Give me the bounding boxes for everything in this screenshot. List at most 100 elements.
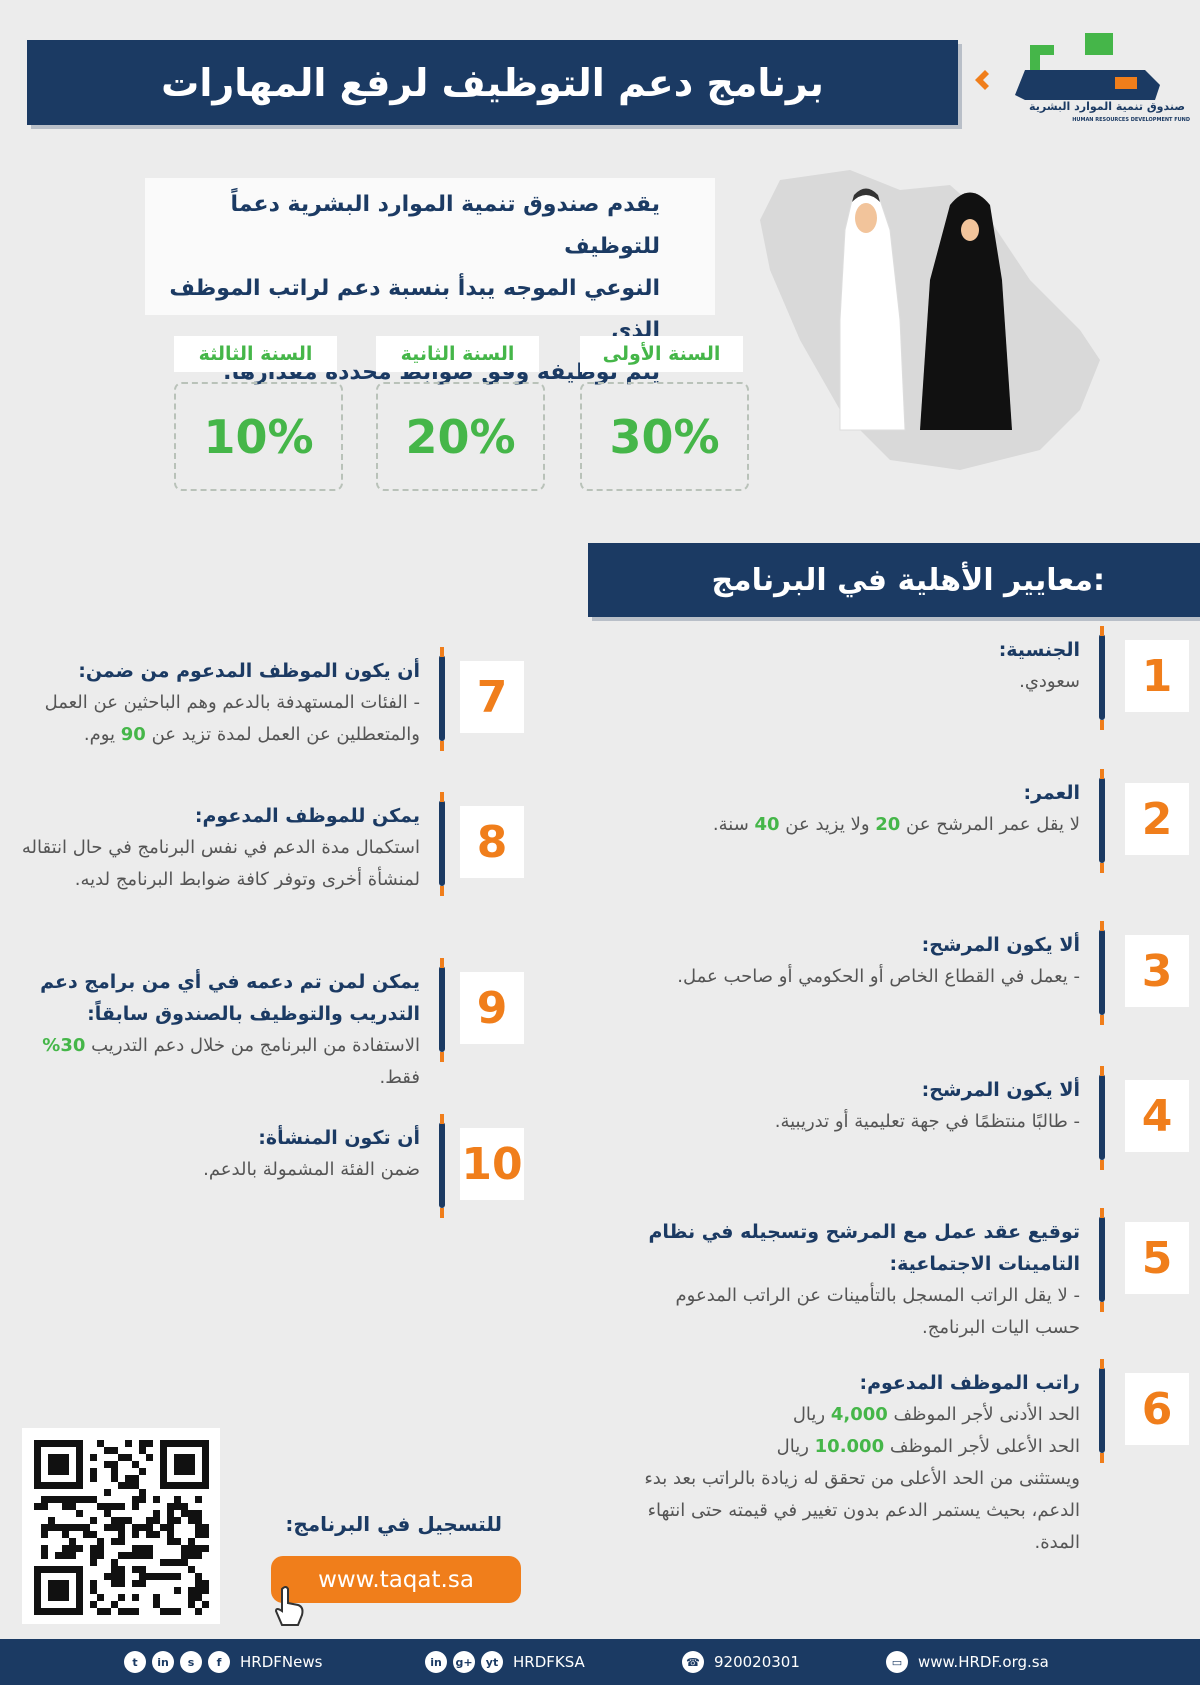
footer-icon[interactable]: in	[152, 1651, 174, 1673]
footer-icon[interactable]: in	[425, 1651, 447, 1673]
qr-module	[167, 1503, 174, 1510]
qr-module	[174, 1503, 181, 1510]
qr-module	[104, 1489, 111, 1496]
qr-module	[97, 1608, 104, 1615]
qr-module	[118, 1594, 125, 1601]
footer-icon[interactable]: ▭	[886, 1651, 908, 1673]
qr-module	[153, 1510, 160, 1517]
criterion-number: 2	[1125, 783, 1189, 855]
criterion-line-tip	[440, 886, 444, 896]
qr-module	[139, 1552, 146, 1559]
qr-module	[146, 1524, 153, 1531]
qr-module	[90, 1587, 97, 1594]
qr-module	[132, 1566, 139, 1573]
qr-module	[118, 1454, 125, 1461]
qr-module	[83, 1531, 90, 1538]
criterion-paragraph: - يعمل في القطاع الخاص أو الحكومي أو صاح…	[640, 961, 1080, 993]
footer-text: 920020301	[714, 1653, 800, 1671]
criterion-run: ضمن الفئة المشمولة بالدعم.	[203, 1159, 420, 1180]
qr-module	[111, 1517, 118, 1524]
qr-module	[90, 1552, 97, 1559]
qr-module	[174, 1573, 181, 1580]
qr-module	[139, 1545, 146, 1552]
criterion-run: الحد الأدنى لأجر الموظف	[887, 1404, 1081, 1425]
criterion-number: 10	[460, 1128, 524, 1200]
criterion-text: الجنسية: سعودي.	[640, 634, 1080, 698]
qr-module	[97, 1552, 104, 1559]
footer-icon[interactable]: g+	[453, 1651, 475, 1673]
qr-module	[174, 1587, 181, 1594]
registration-url[interactable]: www.taqat.sa	[318, 1566, 474, 1593]
footer-icon[interactable]: yt	[481, 1651, 503, 1673]
qr-module	[104, 1503, 111, 1510]
footer-icon[interactable]: s	[180, 1651, 202, 1673]
criterion-line-tip	[440, 1114, 444, 1124]
qr-module	[90, 1545, 97, 1552]
criterion-line	[439, 655, 445, 741]
qr-module	[111, 1538, 118, 1545]
qr-module	[125, 1517, 132, 1524]
qr-module	[41, 1496, 48, 1503]
qr-module	[62, 1503, 69, 1510]
footer-icon[interactable]: ☎	[682, 1651, 704, 1673]
qr-module	[104, 1447, 111, 1454]
criterion-line	[1099, 777, 1105, 863]
qr-module	[125, 1475, 132, 1482]
qr-module	[132, 1580, 139, 1587]
section-bar: معايير الأهلية في البرنامج:	[588, 543, 1200, 617]
qr-module	[195, 1587, 202, 1594]
qr-module	[146, 1454, 153, 1461]
footer-icon[interactable]: t	[124, 1651, 146, 1673]
qr-module	[188, 1510, 195, 1517]
header-title: برنامج دعم التوظيف لرفع المهارات	[161, 60, 824, 105]
criterion-run: - طالبًا منتظمًا في جهة تعليمية أو تدريب…	[774, 1111, 1080, 1132]
criterion-text: ألا يكون المرشح: - طالبًا منتظمًا في جهة …	[640, 1074, 1080, 1138]
qr-module	[188, 1517, 195, 1524]
qr-module	[139, 1489, 146, 1496]
rate-value: 20%	[376, 382, 545, 491]
qr-module	[167, 1524, 174, 1531]
criterion-run: الاستفادة من البرنامج من خلال دعم التدري…	[85, 1035, 420, 1056]
qr-module	[195, 1517, 202, 1524]
logo-arrow	[975, 70, 989, 90]
qr-module	[125, 1482, 132, 1489]
criterion-line-tip	[1100, 1302, 1104, 1312]
criterion-title: راتب الموظف المدعوم:	[859, 1372, 1080, 1394]
logo-shape	[1030, 45, 1040, 75]
criterion-line-tip	[1100, 1208, 1104, 1218]
footer-text: HRDFNews	[240, 1653, 323, 1671]
qr-module	[111, 1524, 118, 1531]
criterion-line-tip	[440, 647, 444, 657]
footer-item: ▭ www.HRDF.org.sa	[886, 1639, 1049, 1685]
qr-module	[111, 1475, 118, 1482]
qr-module	[125, 1608, 132, 1615]
criterion-title: العمر:	[1023, 782, 1080, 804]
criterion-line-tip	[440, 741, 444, 751]
qr-module	[118, 1608, 125, 1615]
qr-module	[146, 1545, 153, 1552]
qr-module	[139, 1580, 146, 1587]
qr-module	[153, 1531, 160, 1538]
criterion-paragraph: - الفئات المستهدفة بالدعم وهم الباحثين ع…	[2, 687, 420, 751]
criterion-number: 6	[1125, 1373, 1189, 1445]
qr-module	[83, 1496, 90, 1503]
qr-module	[41, 1531, 48, 1538]
logo-name-en: HUMAN RESOURCES DEVELOPMENT FUND	[1072, 117, 1190, 123]
logo-shape	[1040, 45, 1054, 55]
qr-module	[160, 1559, 167, 1566]
qr-module	[132, 1552, 139, 1559]
criterion-line-tip	[1100, 863, 1104, 873]
qr-module	[111, 1566, 118, 1573]
qr-module	[118, 1580, 125, 1587]
criterion-line	[1099, 1367, 1105, 1453]
registration-button[interactable]: www.taqat.sa	[271, 1556, 521, 1603]
qr-module	[139, 1447, 146, 1454]
qr-module	[195, 1545, 202, 1552]
qr-module	[195, 1580, 202, 1587]
logo-shape	[1115, 77, 1137, 89]
qr-module	[153, 1517, 160, 1524]
qr-module	[139, 1566, 146, 1573]
qr-module	[153, 1573, 160, 1580]
footer-icon[interactable]: f	[208, 1651, 230, 1673]
qr-module	[62, 1531, 69, 1538]
